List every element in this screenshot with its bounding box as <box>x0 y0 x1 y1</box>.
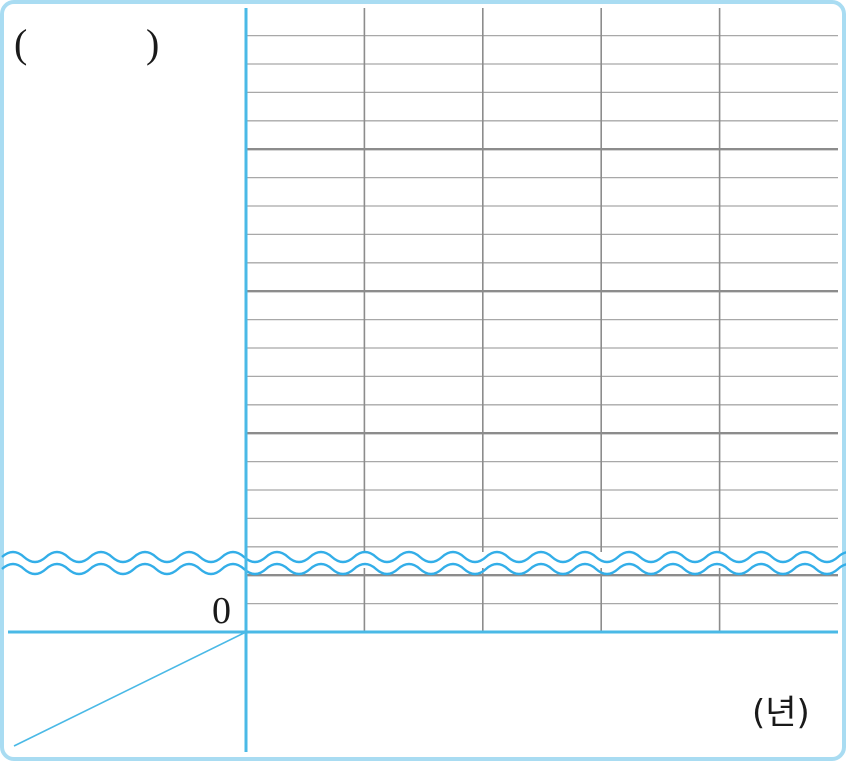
y-unit-close-paren: ) <box>146 21 160 66</box>
origin-label: 0 <box>212 590 231 632</box>
axis-break-wave-lower <box>1 562 846 576</box>
y-unit-open-paren: ( <box>14 21 28 66</box>
axis-break-wave-upper <box>1 550 846 564</box>
x-unit-label: (년) <box>752 693 810 733</box>
corner-diagonal <box>13 631 247 747</box>
